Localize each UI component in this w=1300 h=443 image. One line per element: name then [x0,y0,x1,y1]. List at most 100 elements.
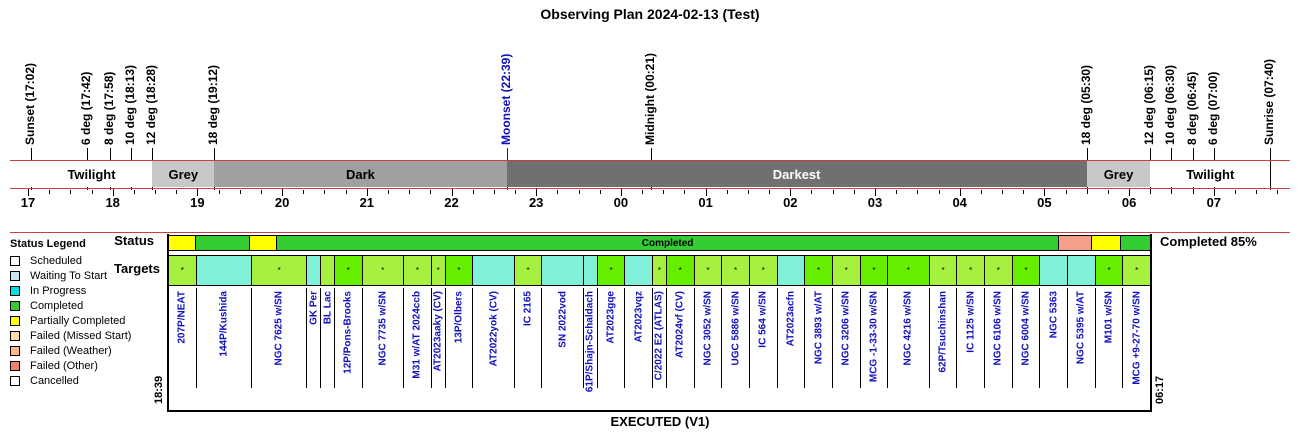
status-segment [1059,236,1092,250]
hour-tick [536,188,538,196]
target-name-column: IC 2165 [515,288,543,388]
hour-label: 06 [1121,195,1137,210]
target-name-column: AT2023gqe [598,288,626,388]
target-name-column: NGC 5395 w/AT [1068,288,1096,388]
hour-label: 05 [1037,195,1052,210]
status-segment [1091,236,1122,250]
target-name: 62P/Tsuchinshan [937,291,949,373]
target-name-column: NGC 5363 [1040,288,1068,388]
target-name: C/2022 E2 (ATLAS) [653,291,665,381]
hour-tick [49,190,51,194]
target-name-column: NGC 7735 w/SN [363,288,405,388]
event-label: Sunrise (07:40) [1262,58,1277,145]
hour-label: 01 [698,195,713,210]
hour-tick [790,188,792,196]
hour-tick [345,190,347,194]
target-cell [1040,256,1068,285]
target-name-column: 62P/Tsuchinshan [930,288,958,388]
legend-label: Failed (Weather) [30,344,112,357]
target-name-column: 13P/Olbers [446,288,474,388]
event-label: 12 deg (18:28) [144,64,159,145]
timeline-line [10,188,1290,189]
target-cell: * [888,256,930,285]
hour-label: 21 [359,195,375,210]
event-label: 10 deg (18:13) [123,64,138,145]
legend-swatch [10,285,20,296]
hour-label: 22 [444,195,459,210]
hour-tick [133,190,135,194]
completed-percentage: Completed 85% [1160,234,1257,249]
hour-tick [1171,190,1173,194]
hour-tick [451,188,453,196]
event-label: 18 deg (19:12) [206,64,221,145]
executed-label: EXECUTED (V1) [610,414,710,429]
target-name: NGC 3206 w/SN [840,291,852,366]
target-name-column: NGC 7625 w/SN [252,288,308,388]
hour-tick [832,190,834,194]
hour-tick [1256,190,1258,194]
hour-label: 04 [952,195,967,210]
timeline-line [10,160,1290,161]
target-name: 61P/Shajn-Schaldach [584,291,596,393]
target-cell: * [404,256,432,285]
target-name-column: M101 w/SN [1096,288,1124,388]
hour-tick [980,190,982,194]
target-name: IC 1125 w/SN [965,291,977,353]
legend-swatch [10,255,20,266]
hour-tick [875,188,876,196]
hour-label: 23 [528,195,544,210]
target-cell: * [514,256,543,285]
target-name-column: 12P/Pons-Brooks [335,288,363,388]
hour-tick [91,190,93,194]
target-name: SN 2022vod [557,291,569,348]
target-name: NGC 4216 w/SN [902,291,914,366]
status-segment: Completed [276,236,1060,250]
target-name: AT2023aaky (CV) [432,291,444,372]
target-name-column: MCG -1-33-30 w/SN [861,288,889,388]
legend-label: Failed (Missed Start) [30,329,132,342]
target-name: M31 w/AT 2024ccb [411,291,423,379]
targets-row-label: Targets [114,261,160,276]
hour-tick [769,190,771,194]
target-name: 144P/Kushida [218,291,230,357]
hour-tick [1129,188,1131,196]
hour-label: 19 [190,195,205,210]
hour-tick [578,190,580,194]
hour-tick [1044,188,1046,196]
hour-label: 03 [867,195,883,210]
hour-label: 00 [613,195,629,210]
target-cell: * [985,256,1013,285]
target-cell: * [597,256,626,285]
target-name-column: NGC 6106 w/SN [985,288,1013,388]
hour-tick [557,190,559,194]
hour-tick [493,190,495,194]
hour-tick [917,190,919,194]
target-cell: * [1123,256,1151,285]
target-name: UGC 5886 w/SN [730,291,742,366]
legend-item: Partially Completed [10,313,131,328]
target-cell: * [666,256,695,285]
target-name-column: AT2023vqz [625,288,654,388]
timeline-line [10,232,1290,233]
legend-label: Completed [30,299,84,312]
hour-tick [472,190,474,194]
target-cell: * [929,256,958,285]
target-name-column: NGC 6004 w/SN [1013,288,1041,388]
hour-tick [303,190,305,194]
target-name: AT2024vf (CV) [674,291,686,359]
event-label: 8 deg (06:45) [1184,71,1199,145]
target-name-column: AT2022yok (CV) [473,288,515,388]
hour-tick [155,190,157,194]
target-cell [196,256,252,285]
event-label: Midnight (00:21) [642,53,657,145]
target-cell: * [169,256,197,285]
legend-item: Completed [10,298,131,313]
target-cell: * [832,256,861,285]
hour-label: 17 [20,195,36,210]
target-name: AT2023gqe [605,291,617,344]
hour-tick [747,190,749,194]
hour-tick [260,190,262,194]
target-cell: * [653,256,667,285]
target-name-column: AT2023aaky (CV) [432,288,446,388]
